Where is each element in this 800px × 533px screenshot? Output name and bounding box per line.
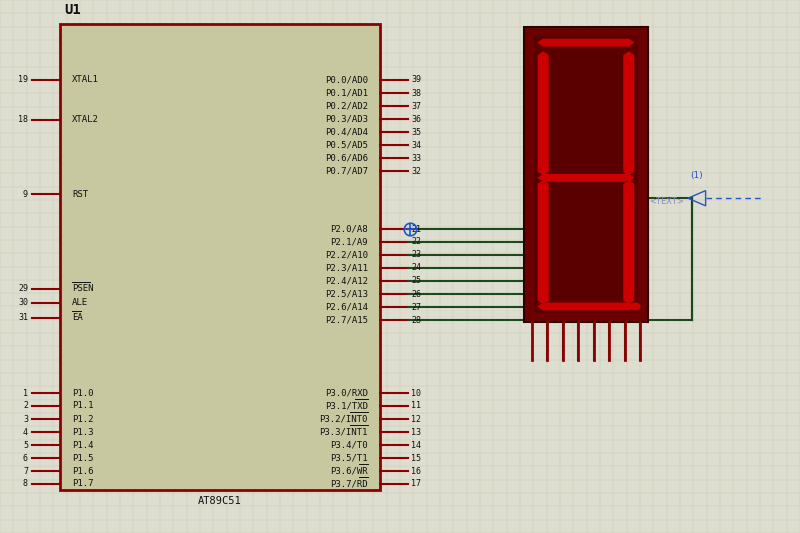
Polygon shape: [538, 181, 548, 303]
Text: (1): (1): [690, 171, 703, 180]
Text: 9: 9: [23, 190, 28, 199]
Text: 1: 1: [23, 389, 28, 398]
Text: 34: 34: [411, 141, 421, 150]
Polygon shape: [538, 52, 548, 174]
Text: U1: U1: [64, 3, 81, 18]
Text: P2.4/A12: P2.4/A12: [325, 277, 368, 286]
Text: RST: RST: [72, 190, 88, 199]
Text: 3: 3: [23, 415, 28, 424]
Text: 12: 12: [411, 415, 421, 424]
Text: P0.1/AD1: P0.1/AD1: [325, 88, 368, 98]
Text: P2.3/A11: P2.3/A11: [325, 263, 368, 272]
Text: P3.6/WR: P3.6/WR: [330, 467, 368, 476]
Text: P3.7/RD: P3.7/RD: [330, 479, 368, 488]
Text: 4: 4: [23, 427, 28, 437]
Polygon shape: [538, 39, 634, 46]
Text: 36: 36: [411, 115, 421, 124]
Text: P3.4/T0: P3.4/T0: [330, 441, 368, 450]
Circle shape: [630, 303, 640, 310]
Text: P1.4: P1.4: [72, 441, 94, 450]
Text: EA: EA: [72, 313, 82, 322]
Text: 19: 19: [18, 76, 28, 84]
Polygon shape: [538, 303, 634, 310]
Text: P0.2/AD2: P0.2/AD2: [325, 102, 368, 110]
Text: 31: 31: [18, 313, 28, 322]
Text: P0.4/AD4: P0.4/AD4: [325, 128, 368, 136]
Text: P0.0/AD0: P0.0/AD0: [325, 76, 368, 84]
Text: XTAL2: XTAL2: [72, 115, 99, 124]
Polygon shape: [538, 174, 634, 181]
Text: P3.5/T1: P3.5/T1: [330, 454, 368, 463]
Text: XTAL1: XTAL1: [72, 76, 99, 84]
Polygon shape: [624, 52, 634, 174]
Text: P2.2/A10: P2.2/A10: [325, 251, 368, 260]
Text: 5: 5: [23, 441, 28, 450]
Text: P2.7/A15: P2.7/A15: [325, 316, 368, 325]
Text: 14: 14: [411, 441, 421, 450]
Text: 38: 38: [411, 88, 421, 98]
Text: AT89C51: AT89C51: [198, 496, 242, 506]
Polygon shape: [624, 181, 634, 303]
Bar: [534, 36, 638, 313]
Text: ALE: ALE: [72, 298, 88, 308]
Text: 35: 35: [411, 128, 421, 136]
Text: 6: 6: [23, 454, 28, 463]
Text: P0.6/AD6: P0.6/AD6: [325, 154, 368, 163]
Text: P0.5/AD5: P0.5/AD5: [325, 141, 368, 150]
Text: P1.3: P1.3: [72, 427, 94, 437]
Text: PSEN: PSEN: [72, 285, 94, 293]
Text: P2.1/A9: P2.1/A9: [330, 237, 368, 246]
Text: P2.0/A8: P2.0/A8: [330, 225, 368, 233]
Text: P0.7/AD7: P0.7/AD7: [325, 167, 368, 176]
Text: 32: 32: [411, 167, 421, 176]
Text: P0.3/AD3: P0.3/AD3: [325, 115, 368, 124]
Text: 13: 13: [411, 427, 421, 437]
Text: 10: 10: [411, 389, 421, 398]
Text: 22: 22: [411, 237, 421, 246]
Text: 24: 24: [411, 263, 421, 272]
Text: 28: 28: [411, 316, 421, 325]
Text: P1.2: P1.2: [72, 415, 94, 424]
Text: 16: 16: [411, 467, 421, 476]
Text: 33: 33: [411, 154, 421, 163]
Text: 25: 25: [411, 277, 421, 286]
Text: P1.1: P1.1: [72, 401, 94, 410]
Bar: [524, 27, 648, 322]
Text: 17: 17: [411, 479, 421, 488]
Text: 8: 8: [23, 479, 28, 488]
Text: 30: 30: [18, 298, 28, 308]
Text: P2.6/A14: P2.6/A14: [325, 303, 368, 312]
Text: P3.2/INT0: P3.2/INT0: [320, 415, 368, 424]
Text: 7: 7: [23, 467, 28, 476]
Text: 2: 2: [23, 401, 28, 410]
Text: 23: 23: [411, 251, 421, 260]
Text: P1.6: P1.6: [72, 467, 94, 476]
Text: 26: 26: [411, 289, 421, 298]
Text: P1.0: P1.0: [72, 389, 94, 398]
Text: P1.5: P1.5: [72, 454, 94, 463]
Text: 11: 11: [411, 401, 421, 410]
Text: 18: 18: [18, 115, 28, 124]
Text: P3.3/INT1: P3.3/INT1: [320, 427, 368, 437]
Text: 15: 15: [411, 454, 421, 463]
Text: 39: 39: [411, 76, 421, 84]
Text: 37: 37: [411, 102, 421, 110]
Text: P1.7: P1.7: [72, 479, 94, 488]
Bar: [60, 24, 380, 490]
Text: P3.0/RXD: P3.0/RXD: [325, 389, 368, 398]
Text: P3.1/TXD: P3.1/TXD: [325, 401, 368, 410]
Text: P2.5/A13: P2.5/A13: [325, 289, 368, 298]
Text: 21: 21: [411, 225, 421, 233]
Text: 27: 27: [411, 303, 421, 312]
Text: 29: 29: [18, 285, 28, 293]
Text: <TEXT>: <TEXT>: [649, 197, 684, 206]
